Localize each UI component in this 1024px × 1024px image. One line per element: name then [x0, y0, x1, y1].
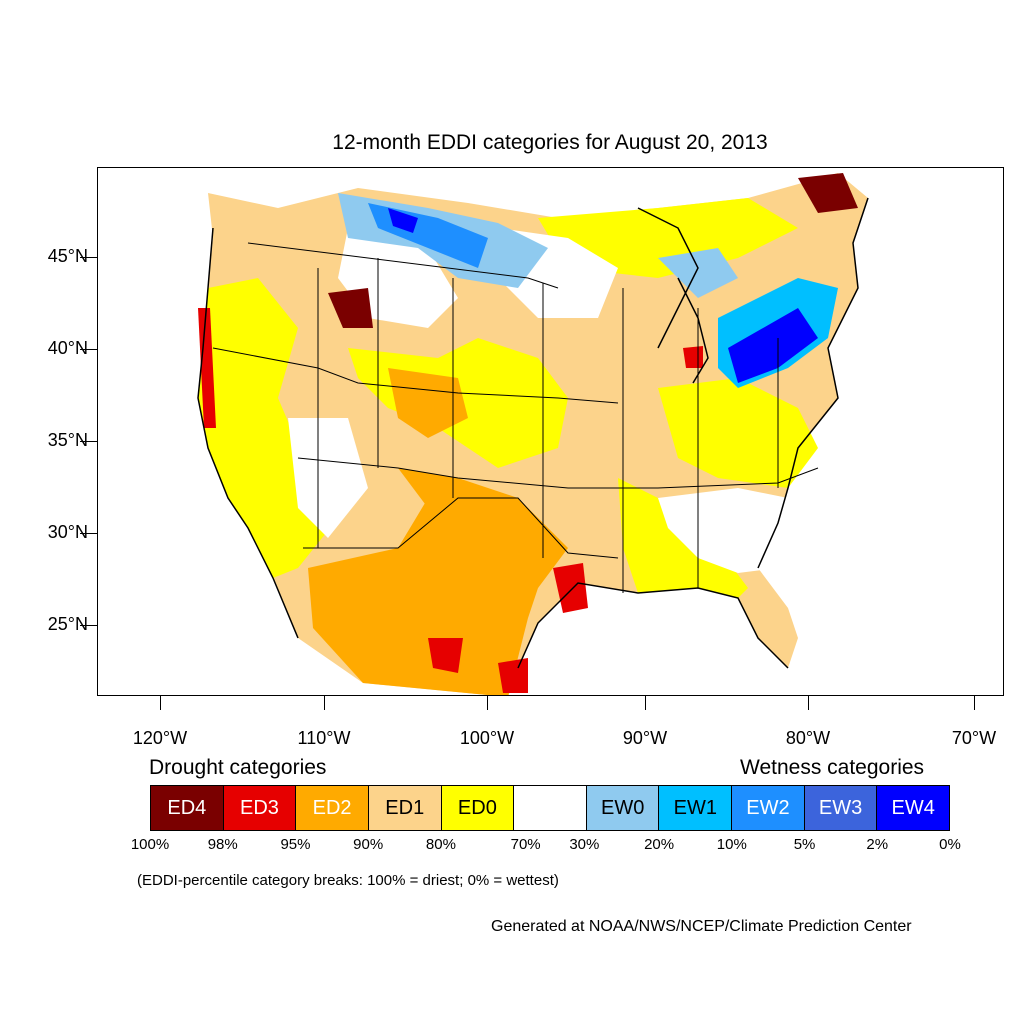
lon-label-70: 70°W	[951, 728, 997, 748]
ew-region-ontario	[658, 248, 738, 298]
legend-swatch-ew1: EW1	[659, 786, 733, 830]
normal-region-southeast	[658, 488, 798, 573]
ed4-region-montana	[328, 288, 373, 328]
ed3-region-coast	[198, 308, 216, 428]
lat-label-35: 35°N	[47, 430, 88, 450]
percentile-label: 80%	[425, 836, 456, 853]
lon-label-80: 80°W	[785, 728, 831, 748]
lon-tick	[974, 696, 975, 710]
lat-label-25: 25°N	[47, 614, 88, 634]
lat-tick	[80, 349, 97, 350]
ed4-region-quebec	[798, 173, 858, 213]
lon-tick	[160, 696, 161, 710]
percentile-label: 10%	[716, 836, 747, 853]
lon-tick	[808, 696, 809, 710]
percentile-label: 30%	[569, 836, 600, 853]
lat-tick	[80, 625, 97, 626]
legend-swatch-ew2: EW2	[732, 786, 805, 830]
legend-swatch-ew0: EW0	[586, 786, 660, 830]
ed2-region-southplains	[398, 468, 568, 588]
ed3-region-mexico	[428, 638, 463, 673]
percentile-label: 98%	[207, 836, 238, 853]
legend-bar: ED4 ED3 ED2 ED1 ED0 EW0 EW1 EW2 EW3 EW4	[150, 785, 950, 831]
normal-region-west	[288, 418, 368, 538]
lon-tick	[645, 696, 646, 710]
legend-swatch-ed1: ED1	[368, 786, 442, 830]
lon-tick	[487, 696, 488, 710]
map-title: 12-month EDDI categories for August 20, …	[332, 131, 768, 154]
map-canvas	[197, 173, 869, 695]
percentile-label: 2%	[866, 836, 889, 853]
ew-region-greatlakes-core	[728, 308, 818, 383]
legend-swatch-ed2: ED2	[296, 786, 369, 830]
legend-swatch-ed0: ED0	[441, 786, 515, 830]
ed0-region-north	[538, 198, 798, 278]
ed2-region-colorado	[388, 368, 468, 438]
lat-label-40: 40°N	[47, 338, 88, 358]
percentile-label: 5%	[793, 836, 816, 853]
percentile-label: 20%	[644, 836, 675, 853]
percentile-label: 100%	[130, 836, 170, 853]
boundaries	[212, 242, 819, 593]
percentile-label: 95%	[280, 836, 311, 853]
credit-line: Generated at NOAA/NWS/NCEP/Climate Predi…	[491, 918, 912, 935]
coastline	[197, 197, 869, 669]
lat-tick	[80, 441, 97, 442]
lon-tick	[324, 696, 325, 710]
ed3-region-texas	[553, 563, 588, 613]
ew-region-canada-west-core	[388, 208, 418, 233]
legend-swatch-ew4: EW4	[877, 786, 950, 830]
ed3-region-gulf	[498, 658, 528, 693]
legend-swatch-ed4: ED4	[151, 786, 224, 830]
lat-label-30: 30°N	[47, 522, 88, 542]
eddi-map	[97, 167, 1004, 696]
ed3-region-michigan	[683, 346, 703, 368]
percentile-label: 0%	[939, 836, 961, 853]
legend-swatch-normal	[514, 786, 587, 830]
legend-swatch-ed3: ED3	[223, 786, 297, 830]
percentile-label: 70%	[510, 836, 541, 853]
lon-label-90: 90°W	[622, 728, 668, 748]
category-note: (EDDI-percentile category breaks: 100% =…	[137, 872, 559, 889]
lat-label-45: 45°N	[47, 246, 88, 266]
lat-tick	[80, 533, 97, 534]
drought-heading: Drought categories	[149, 756, 327, 779]
lat-tick	[80, 257, 97, 258]
percentile-label: 90%	[353, 836, 384, 853]
wetness-heading: Wetness categories	[740, 756, 925, 779]
lon-label-100: 100°W	[459, 728, 515, 748]
lon-label-110: 110°W	[297, 728, 351, 748]
legend-swatch-ew3: EW3	[804, 786, 878, 830]
lon-label-120: 120°W	[132, 728, 188, 748]
